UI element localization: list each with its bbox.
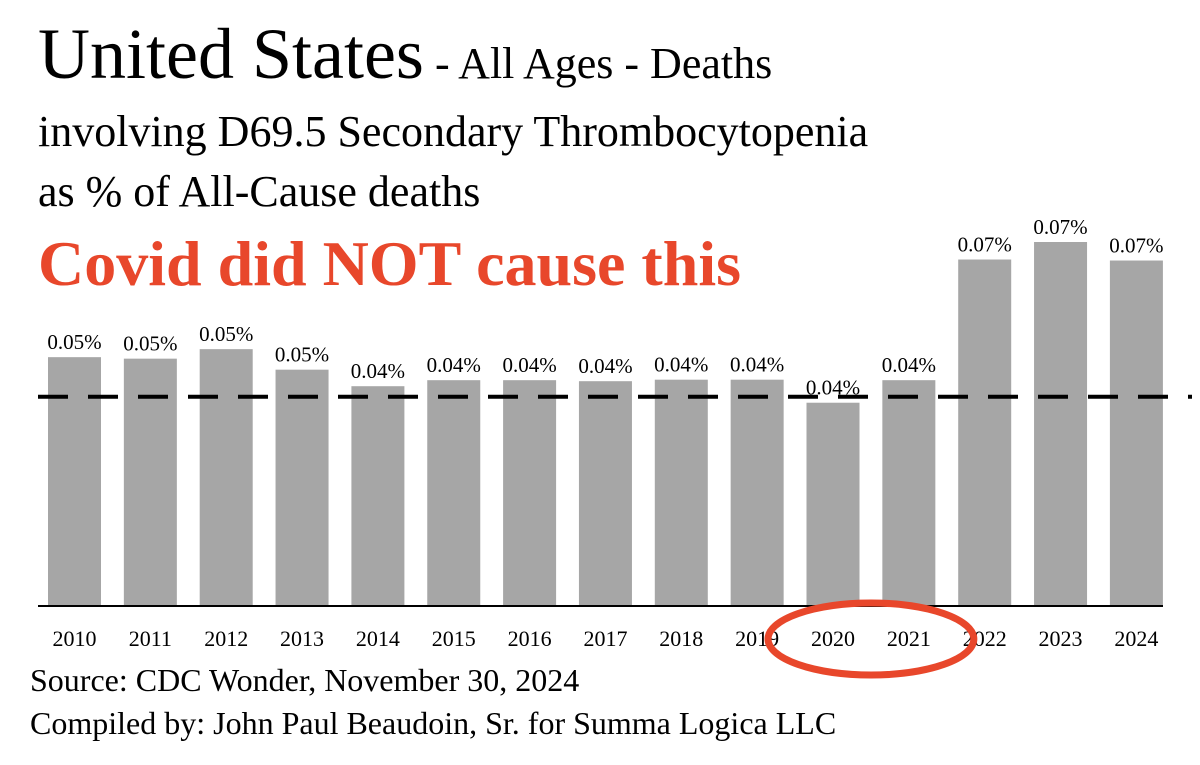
bar-2019 xyxy=(730,379,784,606)
x-tick-label-2012: 2012 xyxy=(204,626,248,651)
data-label-2012: 0.05% xyxy=(199,322,253,346)
data-label-2016: 0.04% xyxy=(502,353,556,377)
bar-2012 xyxy=(199,349,253,606)
highlight-circle xyxy=(764,599,978,679)
bar-2024 xyxy=(1109,260,1163,606)
x-tick-label-2020: 2020 xyxy=(811,626,855,651)
x-tick-label-2023: 2023 xyxy=(1039,626,1083,651)
data-label-2013: 0.05% xyxy=(275,343,329,367)
title-line-2: involving D69.5 Secondary Thrombocytopen… xyxy=(38,107,869,156)
chart-title: United States - All Ages - Deaths xyxy=(38,18,772,90)
bar-2016 xyxy=(503,380,557,606)
data-label-2019: 0.04% xyxy=(730,353,784,377)
x-tick-label-2018: 2018 xyxy=(659,626,703,651)
bar-2015 xyxy=(427,380,481,606)
compiled-by-note: Compiled by: John Paul Beaudoin, Sr. for… xyxy=(30,705,837,741)
bar-2017 xyxy=(578,381,632,606)
bar-2021 xyxy=(882,380,936,606)
bar-2020 xyxy=(806,402,860,606)
bar-2022 xyxy=(958,259,1012,606)
x-tick-label-2014: 2014 xyxy=(356,626,400,651)
data-label-2010: 0.05% xyxy=(47,330,101,354)
bar-2018 xyxy=(654,379,708,606)
x-tick-label-2024: 2024 xyxy=(1114,626,1158,651)
title-line-3: as % of All-Cause deaths xyxy=(38,167,481,216)
data-label-2014: 0.04% xyxy=(351,359,405,383)
x-tick-label-2010: 2010 xyxy=(53,626,97,651)
headline: Covid did NOT cause this xyxy=(38,228,741,299)
data-label-2022: 0.07% xyxy=(958,233,1012,257)
title-subtitle: - All Ages - Deaths xyxy=(423,39,773,88)
data-label-2018: 0.04% xyxy=(654,353,708,377)
x-tick-label-2016: 2016 xyxy=(508,626,552,651)
bar-2010 xyxy=(48,357,101,606)
bar-2023 xyxy=(1034,242,1088,606)
x-tick-label-2021: 2021 xyxy=(887,626,931,651)
x-tick-label-2015: 2015 xyxy=(432,626,476,651)
x-tick-label-2011: 2011 xyxy=(129,626,172,651)
x-tick-label-2017: 2017 xyxy=(583,626,627,651)
title-main: United States xyxy=(38,14,424,94)
data-label-2024: 0.07% xyxy=(1109,234,1163,258)
bar-2014 xyxy=(351,386,405,606)
bar-2013 xyxy=(275,369,329,606)
bar-2011 xyxy=(123,358,177,606)
data-label-2021: 0.04% xyxy=(882,353,936,377)
x-tick-label-2013: 2013 xyxy=(280,626,324,651)
data-label-2017: 0.04% xyxy=(578,354,632,378)
data-label-2023: 0.07% xyxy=(1033,215,1087,239)
data-label-2011: 0.05% xyxy=(123,332,177,356)
source-note: Source: CDC Wonder, November 30, 2024 xyxy=(30,662,580,698)
data-label-2015: 0.04% xyxy=(427,353,481,377)
